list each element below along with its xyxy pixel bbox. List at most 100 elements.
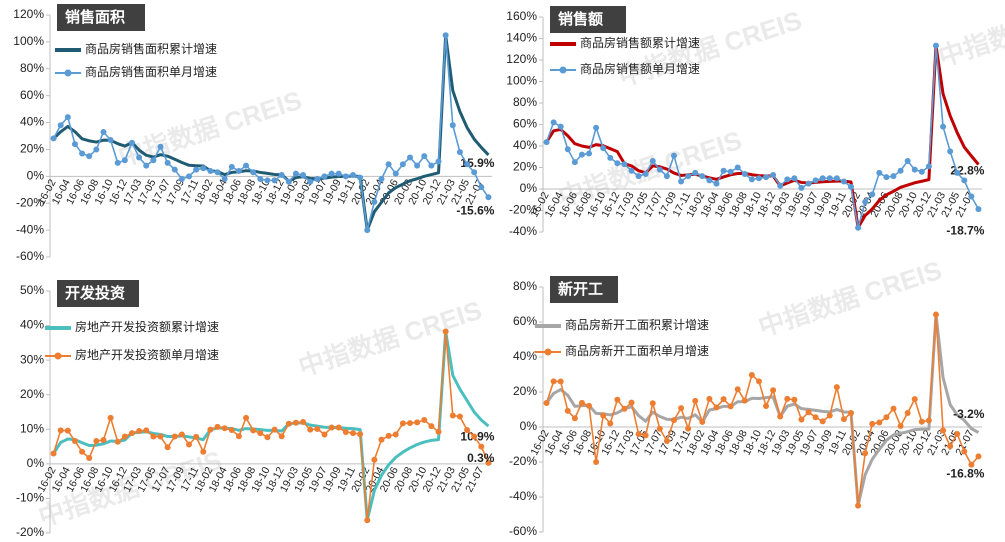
legend-marker — [54, 352, 62, 360]
point — [557, 123, 564, 130]
point — [954, 169, 961, 176]
point — [614, 160, 621, 167]
point — [371, 456, 378, 463]
point — [235, 167, 242, 174]
y-tick-label: 120% — [506, 52, 537, 66]
point — [932, 42, 939, 49]
y-tick-label: 0% — [27, 169, 45, 183]
point — [349, 171, 356, 178]
point — [593, 124, 600, 131]
point — [911, 166, 918, 173]
point — [79, 448, 86, 455]
legend-marker — [559, 66, 567, 74]
point — [221, 425, 228, 432]
y-tick-label: 120% — [13, 7, 44, 21]
point — [193, 433, 200, 440]
point — [578, 399, 585, 406]
y-tick-label: -40% — [509, 489, 537, 503]
point — [228, 163, 235, 170]
y-tick-label: -60% — [509, 524, 537, 538]
point — [235, 433, 242, 440]
series-line — [545, 313, 980, 507]
point — [586, 402, 593, 409]
point — [50, 135, 57, 142]
point — [819, 418, 826, 425]
point — [435, 158, 442, 165]
point — [848, 410, 855, 416]
point — [720, 167, 727, 174]
series-line — [52, 33, 490, 232]
point — [670, 152, 677, 159]
point — [607, 154, 614, 161]
point — [314, 425, 321, 432]
point — [607, 420, 614, 427]
point — [449, 122, 456, 129]
point — [392, 170, 399, 177]
point — [968, 461, 975, 468]
legend-label: 商品房新开工面积单月增速 — [565, 343, 709, 358]
point — [855, 502, 862, 509]
point — [947, 148, 954, 155]
point — [342, 429, 349, 436]
point — [207, 167, 214, 174]
point — [741, 397, 748, 404]
point — [100, 437, 107, 444]
title-box — [57, 280, 139, 307]
legend-marker — [64, 69, 72, 77]
point — [578, 151, 585, 158]
series-line — [545, 312, 980, 508]
point — [221, 176, 228, 183]
point — [57, 427, 64, 434]
point — [200, 448, 207, 455]
point — [257, 430, 264, 437]
point — [321, 431, 328, 438]
point — [699, 418, 706, 425]
point — [64, 427, 71, 434]
watermark: 中指数据 CREIS — [295, 295, 486, 382]
point — [550, 378, 557, 385]
y-tick-label: 80% — [513, 279, 537, 293]
point — [392, 431, 399, 438]
y-tick-label: 80% — [513, 95, 537, 109]
point — [918, 168, 925, 175]
value-label: -16.8% — [946, 467, 984, 481]
point — [93, 146, 100, 153]
point — [364, 517, 371, 524]
point — [940, 427, 947, 434]
point — [200, 165, 207, 172]
point — [727, 403, 734, 410]
point — [833, 384, 840, 391]
y-tick-label: -60% — [16, 249, 44, 263]
point — [128, 430, 135, 437]
point — [692, 169, 699, 176]
point — [805, 180, 812, 187]
point — [300, 171, 307, 178]
point — [890, 173, 897, 180]
point — [706, 177, 713, 184]
y-tick-label: 20% — [20, 142, 44, 156]
point — [449, 412, 456, 419]
y-tick-label: 0% — [520, 419, 538, 433]
point — [918, 418, 925, 425]
point — [883, 414, 890, 421]
point — [278, 171, 285, 178]
point — [543, 400, 550, 407]
point — [278, 433, 285, 440]
point — [819, 175, 826, 182]
point — [207, 426, 214, 433]
point — [812, 414, 819, 421]
point — [285, 178, 292, 185]
point — [862, 198, 869, 205]
point — [656, 425, 663, 432]
point — [897, 422, 904, 429]
point — [442, 328, 449, 335]
point — [904, 410, 911, 416]
point — [107, 137, 114, 144]
point — [869, 191, 876, 198]
point — [600, 412, 607, 419]
point — [178, 176, 185, 183]
y-tick-label: -40% — [16, 222, 44, 236]
point — [136, 428, 143, 435]
point — [777, 413, 784, 420]
point — [300, 419, 307, 426]
